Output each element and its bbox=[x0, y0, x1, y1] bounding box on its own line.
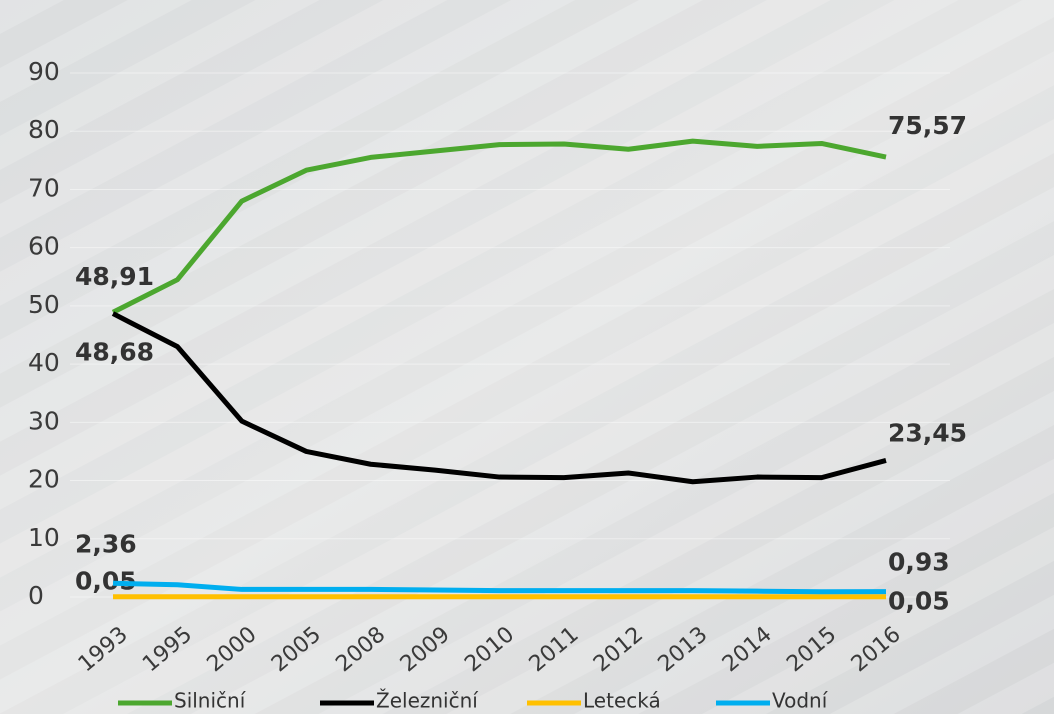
y-tick-label: 20 bbox=[28, 465, 60, 494]
y-tick-label: 50 bbox=[28, 290, 60, 319]
legend-label: Vodní bbox=[772, 689, 829, 713]
data-label: 48,68 bbox=[75, 338, 154, 367]
data-label: 2,36 bbox=[75, 529, 137, 558]
y-tick-label: 80 bbox=[28, 115, 60, 144]
data-label: 48,91 bbox=[75, 262, 154, 291]
y-tick-label: 60 bbox=[28, 232, 60, 261]
data-label: 23,45 bbox=[888, 418, 967, 447]
y-tick-label: 90 bbox=[28, 57, 60, 86]
data-label: 75,57 bbox=[888, 111, 967, 140]
data-label: 0,93 bbox=[888, 548, 950, 577]
legend-label: Letecká bbox=[583, 689, 661, 713]
series-line bbox=[111, 311, 887, 485]
y-tick-label: 30 bbox=[28, 406, 60, 435]
data-label: 0,05 bbox=[888, 587, 950, 616]
y-tick-label: 0 bbox=[28, 581, 44, 610]
legend-label: Železniční bbox=[376, 689, 479, 713]
series-line bbox=[112, 580, 887, 595]
series-line bbox=[111, 138, 887, 315]
y-tick-label: 40 bbox=[28, 348, 60, 377]
y-tick-label: 10 bbox=[28, 523, 60, 552]
legend-label: Silniční bbox=[174, 689, 247, 713]
y-tick-label: 70 bbox=[28, 173, 60, 202]
